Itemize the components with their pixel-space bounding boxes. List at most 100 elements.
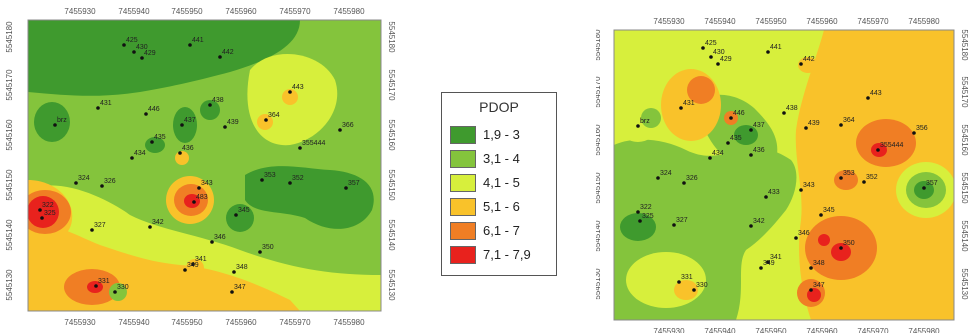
y-tick-label-right: 5545150 [960,172,969,204]
sample-point-marker [766,50,770,54]
sample-point-label: 343 [201,180,213,187]
y-tick-label-left: 5545160 [5,119,14,151]
sample-point-marker [804,126,808,130]
sample-point-label: 352 [292,175,304,182]
sample-point-marker [208,103,212,107]
sample-point-label: 430 [713,49,725,56]
y-tick-label-left: 5545150 [5,169,14,201]
sample-point-marker [90,228,94,232]
sample-point-label: 437 [184,117,196,124]
right-map-axes: 7455930 7455930 7455940 7455940 7455950 74559… [596,17,969,333]
sample-point-marker [809,288,813,292]
x-tick-label-bottom: 7455950 [171,318,203,327]
legend-row: 7,1 - 7,9 [450,244,550,266]
sample-point-marker [636,124,640,128]
y-tick-label-left: 5545140 [596,220,602,252]
sample-point-label: 436 [182,145,194,152]
sample-point-label: 322 [42,202,54,209]
y-tick-label-left: 5545170 [596,76,602,108]
sample-point-label: 342 [152,219,164,226]
sample-point-marker [922,186,926,190]
x-tick-label-bottom: 7455970 [857,327,889,333]
x-tick-label-top: 7455980 [908,17,940,26]
sample-point-marker [218,55,222,59]
sample-point-marker [264,118,268,122]
sample-point-label: 346 [214,234,226,241]
sample-point-marker [140,56,144,60]
sample-point-label: 322 [640,204,652,211]
sample-point-label: 325 [642,213,654,220]
sample-point-label: 437 [753,122,765,129]
y-tick-label-left: 5545180 [596,29,602,61]
sample-point-label: 345 [823,207,835,214]
legend-swatch [450,222,476,240]
sample-point-marker [677,280,681,284]
y-tick-label-right: 5545140 [960,220,969,252]
sample-point-label: 431 [100,100,112,107]
sample-point-marker [809,266,813,270]
y-tick-label-right: 5545150 [387,169,396,201]
sample-point-marker [839,246,843,250]
sample-point-label: 431 [683,100,695,107]
legend-label: 4,1 - 5 [483,175,520,190]
sample-point-label: 430 [136,44,148,51]
x-tick-label-bottom: 7455950 [755,327,787,333]
x-tick-label-bottom: 7455930 [653,327,685,333]
x-tick-label-top: 7455950 [755,17,787,26]
sample-point-label: 364 [268,112,280,119]
sample-point-label: 357 [926,180,938,187]
x-tick-label-top: 7455970 [279,7,311,16]
y-tick-label-right: 5545160 [387,119,396,151]
y-tick-label-left: 5545150 [596,172,602,204]
sample-point-marker [749,128,753,132]
sample-point-marker [183,268,187,272]
sample-point-label: 438 [212,97,224,104]
sample-point-label: 433 [768,189,780,196]
sample-point-label: 352 [866,174,878,181]
x-tick-label-bottom: 7455970 [279,318,311,327]
sample-point-label: 425 [705,40,717,47]
sample-point-marker [288,90,292,94]
pdop-map-left: 7455930 7455930 7455940 7455940 7455950 74559… [5,7,396,327]
sample-point-marker [679,106,683,110]
sample-point-label: 349 [763,260,775,267]
legend-swatch [450,150,476,168]
sample-point-label: 441 [770,44,782,51]
sample-point-label: 350 [843,240,855,247]
legend-title: PDOP [479,99,519,115]
sample-point-label: 442 [222,49,234,56]
sample-point-label: 341 [195,256,207,263]
sample-point-marker [191,262,195,266]
y-tick-label-left: 5545130 [596,268,602,300]
x-tick-label-top: 7455960 [806,17,838,26]
legend-swatch [450,198,476,216]
sample-point-marker [726,141,730,145]
x-tick-label-bottom: 7455940 [118,318,150,327]
sample-point-marker [709,55,713,59]
sample-point-label: 327 [94,222,106,229]
sample-point-marker [94,284,98,288]
sample-point-label: 353 [264,172,276,179]
y-tick-label-left: 5545140 [5,219,14,251]
sample-point-marker [38,208,42,212]
sample-point-marker [96,106,100,110]
sample-point-marker [100,184,104,188]
sample-point-label: 434 [712,150,724,157]
legend-label: 6,1 - 7 [483,223,520,238]
sample-point-label: 341 [770,254,782,261]
sample-point-label: 330 [117,284,129,291]
sample-point-label: 435 [730,135,742,142]
y-tick-label-right: 5545170 [960,76,969,108]
x-tick-label-top: 7455930 [653,17,685,26]
sample-point-marker [234,213,238,217]
sample-point-label: 438 [786,105,798,112]
sample-point-label: 355444 [880,142,903,149]
sample-point-label: 347 [234,284,246,291]
sample-point-label: 346 [798,230,810,237]
y-tick-label-left: 5545170 [5,69,14,101]
x-tick-label-bottom: 7455980 [333,318,365,327]
sample-point-marker [876,148,880,152]
sample-point-label: 350 [262,244,274,251]
sample-point-marker [682,181,686,185]
sample-point-marker [122,43,126,47]
